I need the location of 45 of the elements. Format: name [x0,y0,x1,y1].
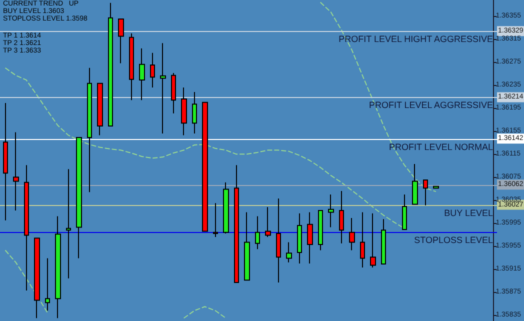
candlestick [286,242,292,263]
candlestick [97,82,103,136]
candlestick [360,212,365,268]
candlestick [412,163,418,205]
candlestick [3,102,8,221]
candlestick [433,186,439,189]
candlestick [192,92,197,134]
candlestick [171,72,176,114]
candlestick [76,136,82,259]
candlestick [13,132,19,212]
candlestick [202,102,208,232]
candlestick [223,182,229,234]
candlestick [381,218,386,265]
candlestick [45,258,50,312]
ref-line-label: STOPLOSS LEVEL [414,235,493,245]
candlestick [24,164,29,292]
candlestick [150,52,155,88]
candlestick [276,198,281,283]
ref-line-label: PROFIT LEVEL AGGRESSIVE [368,100,493,110]
candlestick [328,194,334,228]
candlestick [423,180,428,206]
candlestick [234,164,239,283]
candlestick [339,190,344,244]
candlestick [34,238,40,319]
candlestick [318,210,323,251]
candlestick [139,48,145,101]
candlestick [255,216,260,250]
candlestick [129,32,134,101]
candlestick [87,67,92,193]
candlestick [265,206,271,238]
candlestick [213,202,218,238]
candlestick [118,18,124,64]
candlestick [244,212,250,281]
ref-line-label: BUY LEVEL [444,208,493,218]
ref-line-label: PROFIT LEVEL HIGHT AGGRESSIVE [338,34,493,44]
candlestick [181,86,187,136]
candlestick [66,168,71,279]
candlestick [370,212,376,268]
candlestick [160,42,166,134]
candlestick [108,2,113,126]
candlestick [402,194,407,230]
candlestick [297,212,302,264]
candlestick [349,218,355,251]
candlestick [307,212,313,264]
candlestick [55,216,61,319]
